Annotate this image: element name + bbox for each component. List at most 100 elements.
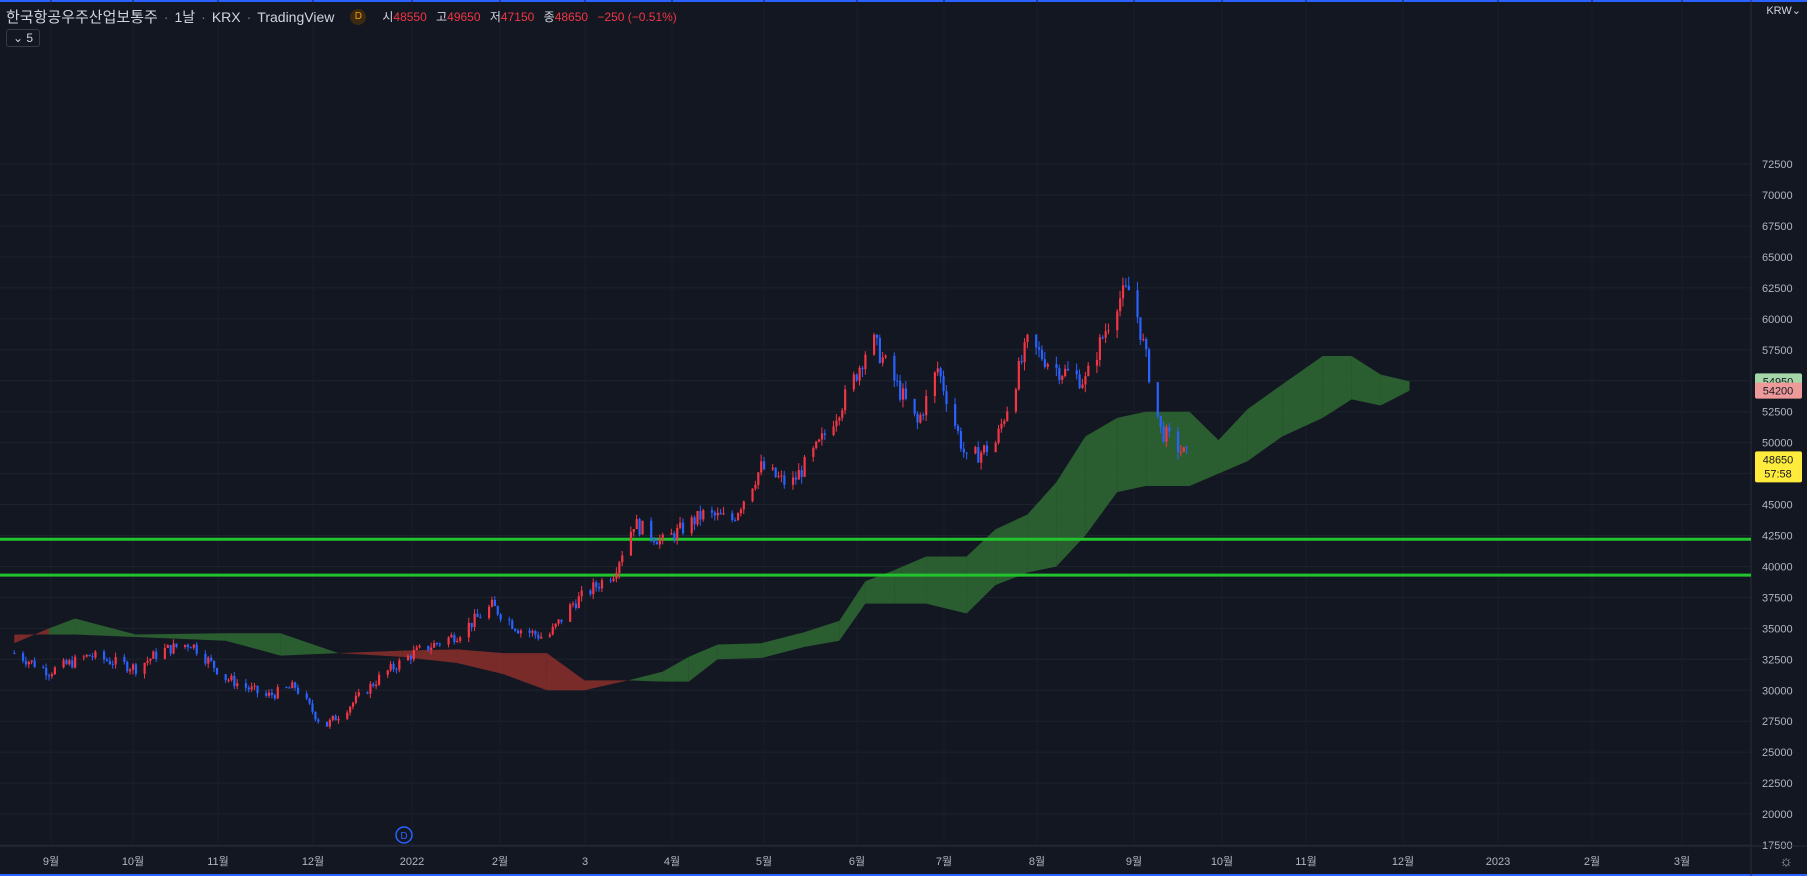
- candle-body: [33, 660, 36, 668]
- candle-body: [754, 484, 757, 489]
- symbol-header: 한국항공우주산업보통주 · 1날 · KRX · TradingView D 시…: [6, 6, 683, 27]
- candle-body: [27, 661, 30, 665]
- y-tick-label: 32500: [1762, 654, 1793, 666]
- candle-body: [901, 388, 905, 400]
- currency-label: KRW: [1766, 5, 1792, 17]
- candle-body: [925, 396, 928, 416]
- candle-body: [1162, 426, 1165, 442]
- candle-body: [1023, 342, 1026, 363]
- settings-gear-icon[interactable]: ☼: [1779, 853, 1793, 870]
- candle-body: [285, 687, 288, 689]
- open-value: 48550: [393, 10, 427, 24]
- candle-body: [13, 653, 16, 655]
- candle-body: [873, 334, 876, 355]
- candle-body: [134, 664, 138, 674]
- candle-body: [430, 647, 433, 651]
- ichimoku-cloud-segment: [1146, 411, 1190, 486]
- candle-body: [783, 475, 786, 485]
- currency-selector[interactable]: KRW⌄: [1766, 4, 1801, 17]
- symbol-name[interactable]: 한국항공우주산업보통주: [6, 9, 158, 26]
- candle-body: [1095, 359, 1099, 366]
- ichimoku-cloud-segment: [1380, 374, 1410, 406]
- candle-body: [615, 572, 618, 579]
- candle-body: [256, 685, 259, 694]
- candle-body: [899, 380, 902, 400]
- delayed-data-badge[interactable]: D: [350, 8, 367, 25]
- candle-body: [311, 703, 314, 712]
- candle-body: [438, 643, 441, 645]
- close-label: 종: [543, 10, 555, 24]
- candle-body: [878, 338, 881, 363]
- high-value: 49650: [447, 10, 481, 24]
- candle-body: [65, 660, 68, 665]
- candle-body: [861, 367, 864, 370]
- candle-body: [592, 582, 595, 595]
- candle-body: [540, 636, 543, 639]
- candle-body: [296, 687, 300, 694]
- exchange-label: KRX: [211, 8, 241, 25]
- ohlc-readout: 시48550 고49650 저47150 종48650 −250 (−0.51%…: [382, 8, 682, 25]
- open-label: 시: [382, 10, 394, 24]
- candle-body: [236, 683, 239, 687]
- candle-body: [467, 622, 470, 638]
- candle-body: [331, 715, 334, 720]
- candle-body: [1182, 447, 1185, 452]
- candle-body: [224, 674, 227, 681]
- y-tick-label: 65000: [1762, 252, 1793, 264]
- candle-body: [780, 475, 783, 477]
- candle-body: [450, 634, 453, 638]
- candle-body: [650, 520, 653, 539]
- candle-body: [308, 698, 311, 704]
- candle-body: [204, 653, 207, 664]
- candle-body: [447, 637, 450, 645]
- candle-body: [1075, 370, 1078, 375]
- y-tick-label: 40000: [1762, 561, 1793, 573]
- x-tick-label: 7월: [936, 855, 952, 868]
- candle-body: [346, 712, 349, 719]
- x-tick-label: 9월: [43, 855, 59, 868]
- candle-body: [1165, 427, 1168, 442]
- candle-body: [661, 534, 664, 539]
- ichimoku-cloud-segment: [280, 633, 339, 656]
- high-label: 고: [436, 10, 448, 24]
- candle-body: [777, 476, 780, 478]
- candle-body: [493, 599, 496, 607]
- candle-body: [942, 376, 945, 392]
- candle-body: [273, 695, 276, 699]
- y-tick-label: 67500: [1762, 221, 1793, 233]
- candle-body: [760, 461, 763, 473]
- candle-body: [406, 655, 410, 661]
- candle-body: [1014, 389, 1018, 412]
- interval-label[interactable]: 1날: [174, 8, 196, 25]
- indicators-toggle-button[interactable]: ⌄ 5: [6, 29, 41, 47]
- candle-body: [855, 374, 858, 381]
- candle-body: [155, 651, 158, 659]
- candle-body: [233, 675, 236, 687]
- candle-body: [858, 367, 861, 381]
- ichimoku-cloud-segment: [688, 644, 718, 682]
- x-tick-label: 2월: [1584, 855, 1600, 868]
- candle-body: [904, 388, 908, 399]
- candle-body: [1055, 364, 1058, 369]
- candle-body: [372, 683, 375, 687]
- candle-body: [560, 619, 563, 622]
- candle-body: [757, 472, 760, 485]
- candle-body: [679, 522, 682, 528]
- candle-body: [595, 582, 598, 588]
- candle-body: [516, 630, 520, 634]
- candle-body: [325, 721, 329, 727]
- ichimoku-cloud-segment: [1218, 409, 1248, 474]
- candle-body: [1148, 349, 1151, 383]
- candle-body: [954, 404, 957, 426]
- candle-body: [985, 445, 989, 453]
- y-tick-label: 50000: [1762, 438, 1793, 450]
- candle-body: [641, 520, 644, 535]
- candle-body: [916, 413, 919, 423]
- candle-body: [88, 654, 91, 657]
- x-tick-label: 9월: [1126, 855, 1142, 868]
- candle-body: [734, 519, 737, 521]
- candle-body: [699, 511, 702, 520]
- y-tick-label: 70000: [1762, 190, 1793, 202]
- candle-body: [476, 613, 479, 617]
